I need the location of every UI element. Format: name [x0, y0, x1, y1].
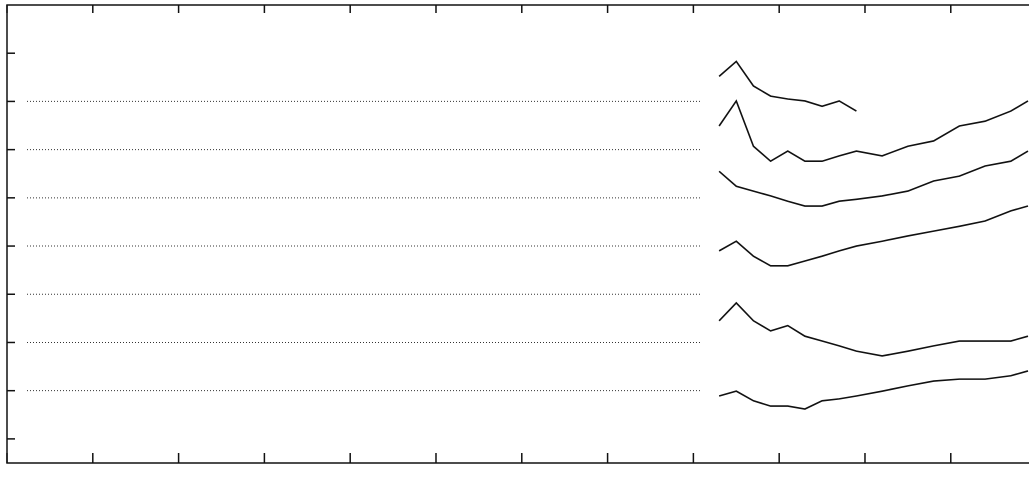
- trace-line: [718, 301, 1029, 357]
- trace-line: [718, 99, 1029, 163]
- trace-line: [718, 370, 1029, 410]
- plot-frame: [6, 4, 1029, 464]
- trace-line: [718, 205, 1029, 267]
- trace-line: [718, 150, 1029, 207]
- trace-line: [718, 60, 857, 112]
